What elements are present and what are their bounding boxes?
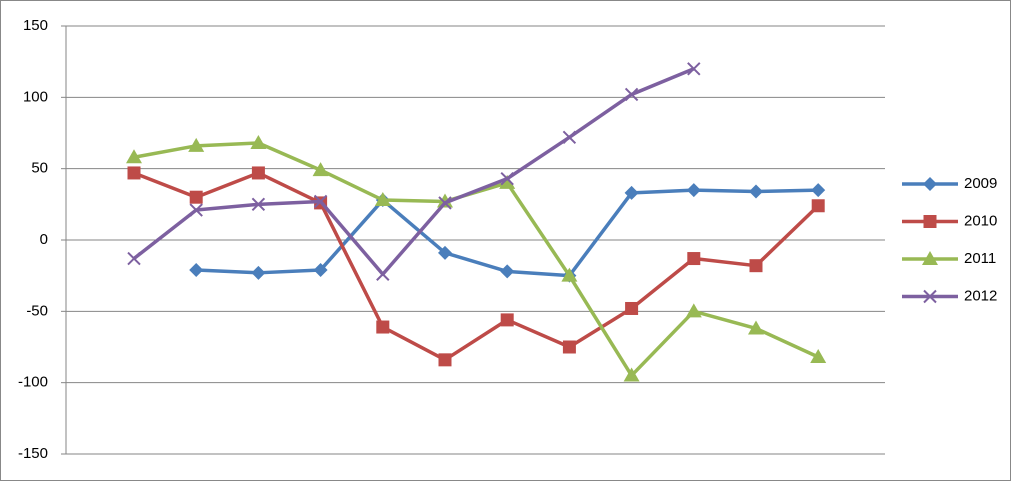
marker <box>811 199 825 213</box>
marker <box>687 252 701 266</box>
marker <box>376 320 390 334</box>
marker <box>686 183 701 198</box>
marker <box>500 171 514 186</box>
marker <box>749 184 763 199</box>
legend-label: 2009 <box>964 175 997 192</box>
marker <box>810 348 827 363</box>
marker <box>127 251 141 266</box>
marker <box>438 245 452 260</box>
marker <box>126 149 142 164</box>
series-line <box>132 67 695 276</box>
marker <box>437 193 453 208</box>
marker <box>251 166 265 180</box>
marker <box>748 320 764 335</box>
marker <box>625 301 639 315</box>
marker <box>500 313 514 327</box>
legend-label: 2012 <box>964 287 997 304</box>
marker <box>313 194 328 209</box>
marker <box>624 87 639 102</box>
marker <box>562 130 577 144</box>
legend-marker <box>923 289 937 304</box>
marker <box>561 267 578 282</box>
y-tick-label: 100 <box>23 88 48 105</box>
marker <box>313 262 328 277</box>
y-tick-label: -150 <box>18 445 48 462</box>
marker <box>189 190 203 204</box>
marker <box>687 62 701 76</box>
legend-marker <box>923 177 937 191</box>
legend-label: 2010 <box>964 212 997 229</box>
legend-marker <box>923 215 937 228</box>
marker <box>562 340 576 354</box>
marker <box>624 185 639 200</box>
marker <box>189 203 203 217</box>
marker <box>438 353 452 367</box>
marker <box>685 303 702 318</box>
legend-marker <box>922 251 938 265</box>
y-tick-label: -50 <box>26 302 48 319</box>
marker <box>250 134 267 149</box>
marker <box>251 265 266 280</box>
marker <box>500 264 515 279</box>
series-line <box>133 171 820 362</box>
marker <box>623 367 640 382</box>
marker <box>374 192 391 207</box>
marker <box>749 259 763 273</box>
y-tick-label: 150 <box>23 17 48 34</box>
y-tick-label: 0 <box>40 231 48 248</box>
marker <box>376 267 390 281</box>
marker <box>499 174 516 189</box>
marker <box>127 166 141 180</box>
marker <box>438 196 452 210</box>
marker <box>811 183 826 198</box>
marker <box>312 162 329 177</box>
legend-label: 2011 <box>964 250 996 267</box>
marker <box>188 137 205 152</box>
y-tick-label: 50 <box>31 160 48 177</box>
marker <box>189 262 204 277</box>
marker <box>251 197 266 212</box>
y-tick-label: -100 <box>18 374 48 391</box>
